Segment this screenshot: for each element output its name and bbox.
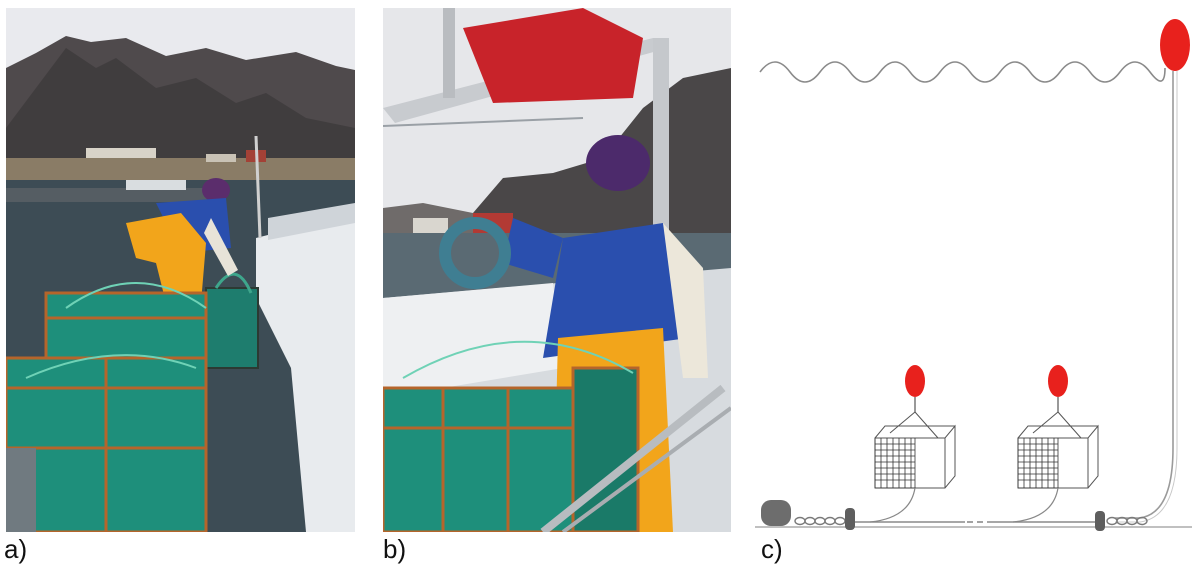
anchor-weight [761, 500, 791, 526]
pot-buoy-2 [1048, 365, 1068, 397]
boat-hull [256, 213, 355, 532]
surface-buoy [1160, 19, 1190, 71]
chain-right [1106, 516, 1148, 526]
main-rope [1115, 71, 1174, 519]
chain-left [794, 516, 846, 526]
caption-b: b) [383, 534, 407, 564]
crab-pot-stack [6, 282, 208, 532]
crab-pot-stack [383, 340, 640, 532]
ring [439, 217, 511, 289]
photo-panel-b [383, 8, 731, 532]
sea-surface-wave [759, 61, 1166, 83]
caption-a: a) [4, 534, 28, 564]
red-tarp [463, 8, 643, 103]
fisherman-hat [586, 135, 650, 191]
ground-weight-left [845, 508, 855, 530]
pot-1 [869, 365, 956, 523]
fisherman-hat [202, 178, 230, 202]
diagram-panel-c [755, 8, 1192, 538]
ground-weight-right [1095, 511, 1105, 531]
fisherman-bib-pants [126, 213, 206, 303]
photo-panel-a [6, 8, 355, 532]
fisherman-jacket [543, 223, 688, 358]
pot-buoy-1 [905, 365, 925, 397]
pot-2 [1012, 365, 1099, 523]
shoreline [6, 158, 355, 180]
caption-c: c) [761, 534, 783, 564]
